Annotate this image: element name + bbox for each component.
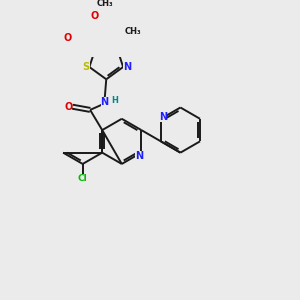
Text: N: N bbox=[123, 62, 131, 72]
Text: O: O bbox=[64, 102, 73, 112]
Text: N: N bbox=[135, 151, 143, 161]
Text: S: S bbox=[82, 62, 90, 72]
Text: N: N bbox=[159, 112, 167, 122]
Text: O: O bbox=[90, 11, 98, 21]
Text: O: O bbox=[64, 33, 72, 43]
Text: CH₃: CH₃ bbox=[97, 0, 113, 8]
Text: Cl: Cl bbox=[78, 174, 88, 183]
Text: H: H bbox=[111, 96, 118, 105]
Text: CH₃: CH₃ bbox=[124, 27, 141, 36]
Text: N: N bbox=[100, 97, 109, 107]
